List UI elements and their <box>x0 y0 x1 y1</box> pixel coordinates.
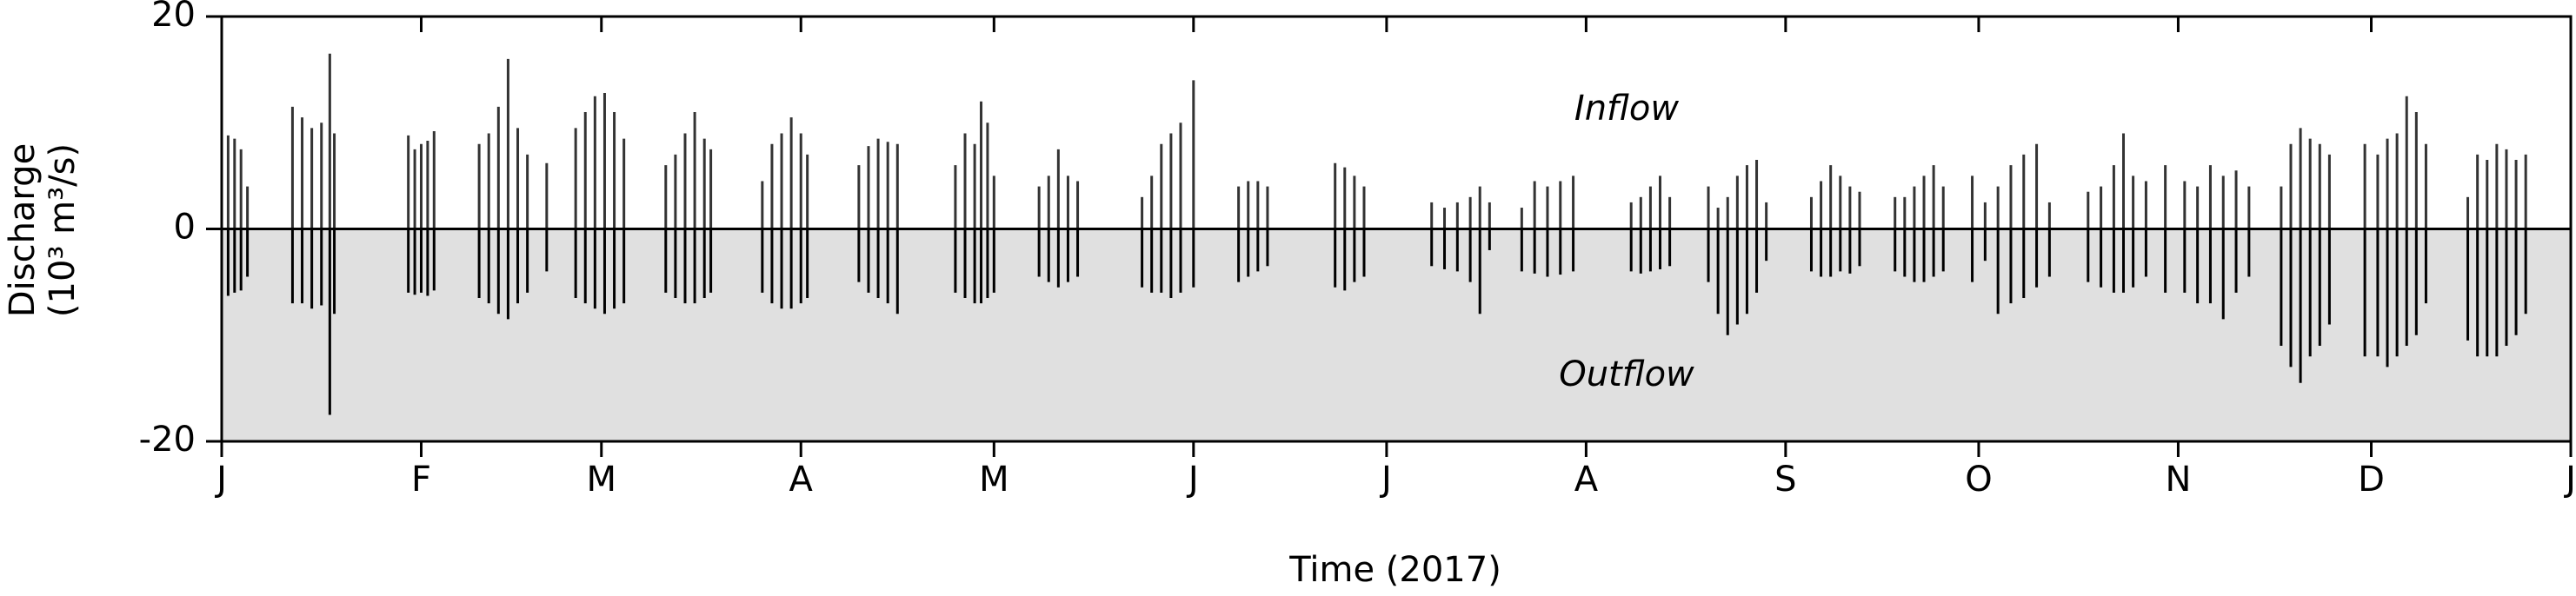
outflow-shading <box>222 228 2571 441</box>
x-tick-label: J <box>1379 460 1392 500</box>
x-tick-label: O <box>1965 460 1992 500</box>
x-axis-label: Time (2017) <box>1288 550 1501 590</box>
x-tick-label: J <box>1186 460 1199 500</box>
x-tick-label: A <box>1574 460 1599 500</box>
x-tick-label: S <box>1774 460 1796 500</box>
x-tick-label: A <box>789 460 814 500</box>
x-tick-label: N <box>2165 460 2191 500</box>
x-tick-label: D <box>2358 460 2385 500</box>
y-tick-label: -20 <box>139 420 196 460</box>
annotation: Inflow <box>1574 89 1679 129</box>
x-tick-label: M <box>979 460 1009 500</box>
x-tick-label: M <box>587 460 617 500</box>
y-tick-label: 0 <box>174 208 196 248</box>
x-tick-label: J <box>2563 460 2576 500</box>
y-axis-label: (10³ m³/s) <box>43 143 83 317</box>
y-axis-label: Discharge <box>3 143 43 317</box>
y-tick-label: 20 <box>151 0 196 35</box>
x-tick-label: F <box>411 460 431 500</box>
annotation: Outflow <box>1559 354 1694 394</box>
x-tick-label: J <box>214 460 227 500</box>
